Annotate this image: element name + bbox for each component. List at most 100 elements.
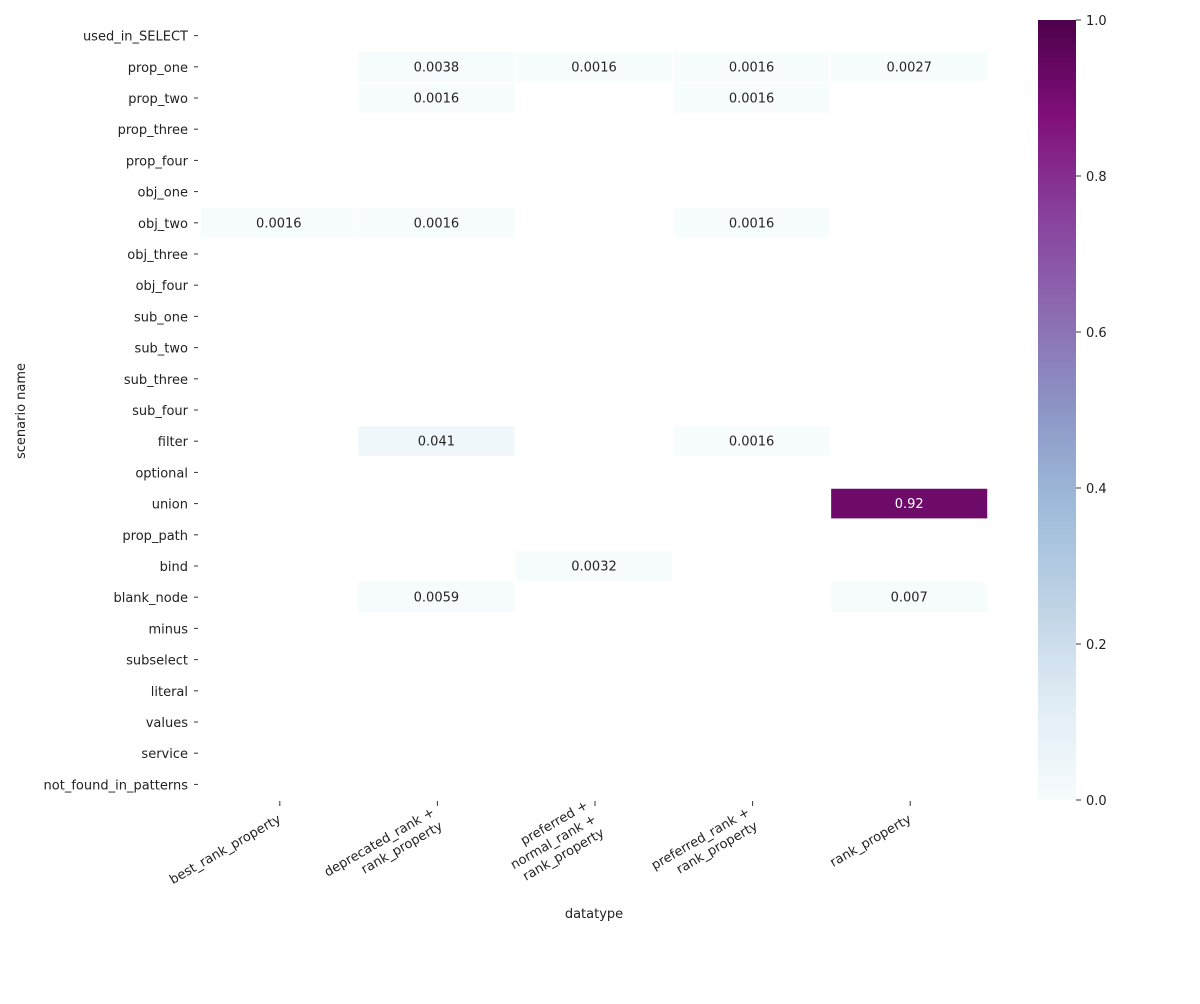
heatmap-cell [514,424,674,458]
colorbar-tick-label: 0.8 [1086,170,1107,185]
heatmap-cell [672,19,832,52]
cell-value-label: 0.0016 [414,216,460,231]
cell-labels: 0.0038 0.0016 0.0016 0.0027 0.0016 0.0016 0.00… [256,60,932,605]
y-tick-label: bind [160,560,188,575]
y-tick-label: sub_one [134,310,188,325]
heatmap-cell [829,300,989,333]
heatmap-cell [356,612,516,645]
cell-value-label: 0.007 [891,591,928,606]
y-tick-label: optional [135,466,188,481]
cell-value-label: 0.0016 [729,60,775,75]
heatmap-cell [199,300,359,333]
heatmap-cell [514,175,674,208]
y-tick-label: blank_node [113,591,188,606]
heatmap-cell [514,736,674,770]
heatmap-cell [829,612,989,645]
heatmap-cell [672,175,832,208]
heatmap-cell [514,643,674,676]
heatmap-cell [672,144,832,177]
cell-value-label: 0.0016 [256,216,302,231]
heatmap-cell [829,175,989,208]
heatmap-cell [356,424,516,458]
heatmap-cell [514,300,674,333]
heatmap-cell [672,549,832,583]
y-tick-label: obj_one [137,186,188,201]
heatmap-cell [514,393,674,427]
heatmap-cell [199,674,359,708]
heatmap-cell [672,612,832,645]
heatmap-cell [356,768,516,801]
heatmap-cell [356,362,516,396]
heatmap-cell [514,268,674,302]
heatmap-cell [514,768,674,801]
heatmap-cell [672,81,832,115]
heatmap-cell [514,612,674,645]
x-tick-label: preferred_rank +rank_property [649,805,761,887]
heatmap-cell [829,50,989,84]
y-tick-label: prop_path [122,529,188,544]
heatmap-cell [829,674,989,708]
cell-value-label: 0.041 [418,435,455,450]
y-tick-label: subselect [126,654,188,669]
heatmap-cell [199,424,359,458]
heatmap-cell [672,237,832,271]
y-tick-label: not_found_in_patterns [44,778,189,793]
colorbar-gradient [1038,20,1076,800]
heatmap-cell [672,456,832,489]
heatmap-cell [514,331,674,364]
heatmap-cell [514,518,674,552]
heatmap-cell [672,393,832,427]
heatmap-cell [199,580,359,614]
heatmap-cell [356,331,516,364]
heatmap-cell [356,112,516,146]
y-tick-label: sub_three [124,373,188,388]
heatmap-cell [514,456,674,489]
heatmap-cell [356,518,516,552]
heatmap-cell [514,674,674,708]
x-tick-label: preferred +normal_rank +rank_property [500,798,607,887]
heatmap-cell [199,487,359,520]
heatmap-cell [199,331,359,364]
heatmap-cell [829,206,989,240]
heatmap-cell [672,362,832,396]
cell-value-label: 0.0016 [729,216,775,231]
cell-value-label: 0.0016 [729,435,775,450]
heatmap-cell [199,19,359,52]
heatmap-cell [199,393,359,427]
heatmap-cell [829,736,989,770]
x-axis: best_rank_property deprecated_rank +rank_… [167,798,914,888]
y-tick-label: obj_four [136,279,189,294]
cell-value-label: 0.92 [895,497,924,512]
heatmap-cell [356,393,516,427]
heatmap-cell [514,705,674,739]
heatmap-cell [514,50,674,84]
heatmap-cell [199,237,359,271]
heatmap-cell [356,50,516,84]
y-tick-label: sub_two [135,342,188,357]
heatmap-cell [514,19,674,52]
heatmap-cell [199,549,359,583]
colorbar-tick-label: 0.4 [1086,482,1107,497]
heatmap-cell [199,362,359,396]
heatmap-cell [514,144,674,177]
y-tick-label: used_in_SELECT [83,30,188,45]
heatmap-cell [829,768,989,801]
heatmap-cell [829,424,989,458]
heatmap-cell [514,362,674,396]
heatmap-cell [829,518,989,552]
heatmap-cell [829,19,989,52]
heatmap-cell [356,456,516,489]
y-tick-label: minus [148,622,188,637]
cell-value-label: 0.0038 [414,60,460,75]
y-tick-label: obj_three [127,248,188,263]
heatmap-cell [199,456,359,489]
heatmap-cell [199,768,359,801]
heatmap-cell [199,268,359,302]
heatmap-cell [199,175,359,208]
heatmap-cell [829,487,989,520]
heatmap-cell [829,268,989,302]
heatmap-cell [672,112,832,146]
heatmap-cell [672,736,832,770]
x-tick-label: best_rank_property [167,812,284,888]
